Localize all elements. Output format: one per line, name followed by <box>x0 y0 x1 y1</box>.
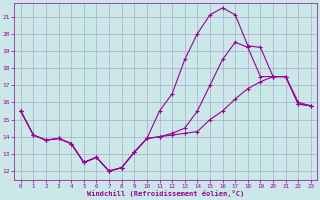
X-axis label: Windchill (Refroidissement éolien,°C): Windchill (Refroidissement éolien,°C) <box>87 190 244 197</box>
